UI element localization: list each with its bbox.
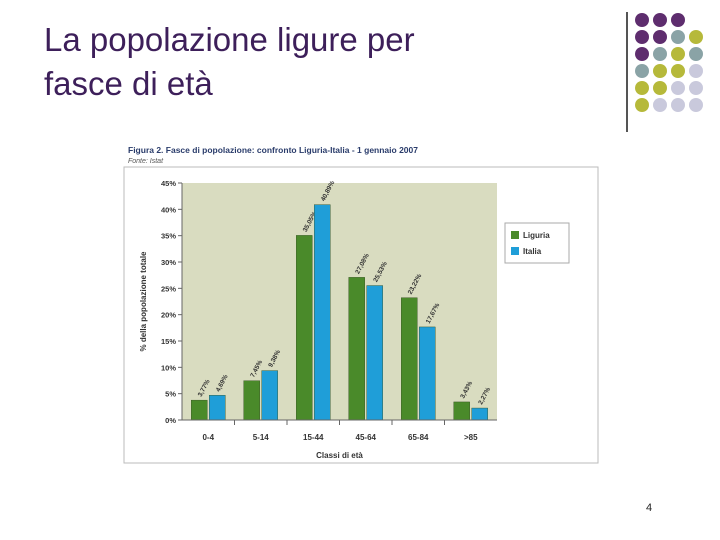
- decorative-dot: [671, 30, 685, 44]
- bar-liguria: [401, 297, 418, 421]
- decorative-dot: [689, 47, 703, 61]
- y-tick-label: 40%: [161, 205, 176, 214]
- decorative-dot: [635, 30, 649, 44]
- legend-label: Italia: [523, 247, 542, 256]
- x-tick-label: 0-4: [202, 433, 214, 442]
- bar-liguria: [243, 380, 260, 421]
- decorative-dot-grid: [635, 13, 703, 112]
- decorative-dot: [671, 13, 685, 27]
- page-number: 4: [646, 502, 653, 514]
- legend-swatch: [511, 231, 519, 239]
- bar-liguria: [296, 235, 313, 421]
- decorative-dot: [635, 81, 649, 95]
- decorative-dot: [635, 13, 649, 27]
- decorative-dot: [635, 64, 649, 78]
- legend-box: [504, 222, 570, 264]
- bar-italia: [366, 285, 383, 421]
- y-tick-label: 0%: [165, 416, 176, 425]
- x-axis-label: Classi di età: [316, 451, 363, 460]
- legend-swatch: [511, 247, 519, 255]
- chart-title: Figura 2. Fasce di popolazione: confront…: [128, 145, 418, 155]
- legend-label: Liguria: [523, 231, 550, 240]
- decorative-dot: [635, 98, 649, 112]
- bar-italia: [261, 370, 278, 421]
- bar-italia: [471, 407, 488, 421]
- decorative-dot: [653, 47, 667, 61]
- y-tick-label: 5%: [165, 390, 176, 399]
- slide-title: La popolazione ligure per fasce di età: [44, 18, 584, 106]
- x-tick-label: 15-44: [303, 433, 324, 442]
- decorative-dot: [689, 81, 703, 95]
- decorative-dot: [671, 47, 685, 61]
- decorative-dot: [653, 13, 667, 27]
- bar-italia: [209, 395, 226, 421]
- chart-source: Fonte: Istat: [128, 158, 164, 165]
- decorative-dot: [653, 81, 667, 95]
- bar-liguria: [348, 277, 365, 421]
- x-tick-label: >85: [464, 433, 478, 442]
- decorative-dot: [653, 64, 667, 78]
- y-tick-label: 20%: [161, 311, 176, 320]
- plot-area: [182, 183, 497, 420]
- x-tick-label: 5-14: [253, 433, 270, 442]
- decorative-dot: [689, 98, 703, 112]
- decorative-dot: [653, 30, 667, 44]
- bar-chart: Figura 2. Fasce di popolazione: confront…: [123, 145, 599, 464]
- chart-legend: Liguria Italia: [504, 222, 570, 264]
- y-tick-label: 35%: [161, 232, 176, 241]
- y-tick-label: 25%: [161, 284, 176, 293]
- x-tick-label: 65-84: [408, 433, 429, 442]
- slide-title-line-1: La popolazione ligure per: [44, 21, 415, 58]
- decorative-divider: [626, 12, 628, 132]
- x-tick-label: 45-64: [356, 433, 377, 442]
- decorative-dot: [689, 30, 703, 44]
- bar-italia: [419, 326, 436, 421]
- bar-liguria: [453, 401, 470, 421]
- decorative-dot: [635, 47, 649, 61]
- slide-title-line-2: fasce di età: [44, 65, 213, 102]
- chart-figure: Figura 2. Fasce di popolazione: confront…: [122, 140, 600, 465]
- chart-frame: [123, 166, 599, 464]
- bar-italia: [314, 204, 331, 421]
- decorative-dot: [689, 64, 703, 78]
- decorative-dot: [671, 64, 685, 78]
- y-axis-label: % della popolazione totale: [139, 251, 148, 352]
- decorative-dot: [671, 98, 685, 112]
- bar-liguria: [191, 399, 208, 421]
- y-tick-label: 15%: [161, 337, 176, 346]
- decorative-dot: [653, 98, 667, 112]
- y-tick-label: 45%: [161, 179, 176, 188]
- decorative-dot: [671, 81, 685, 95]
- y-tick-label: 10%: [161, 363, 176, 372]
- y-tick-label: 30%: [161, 258, 176, 267]
